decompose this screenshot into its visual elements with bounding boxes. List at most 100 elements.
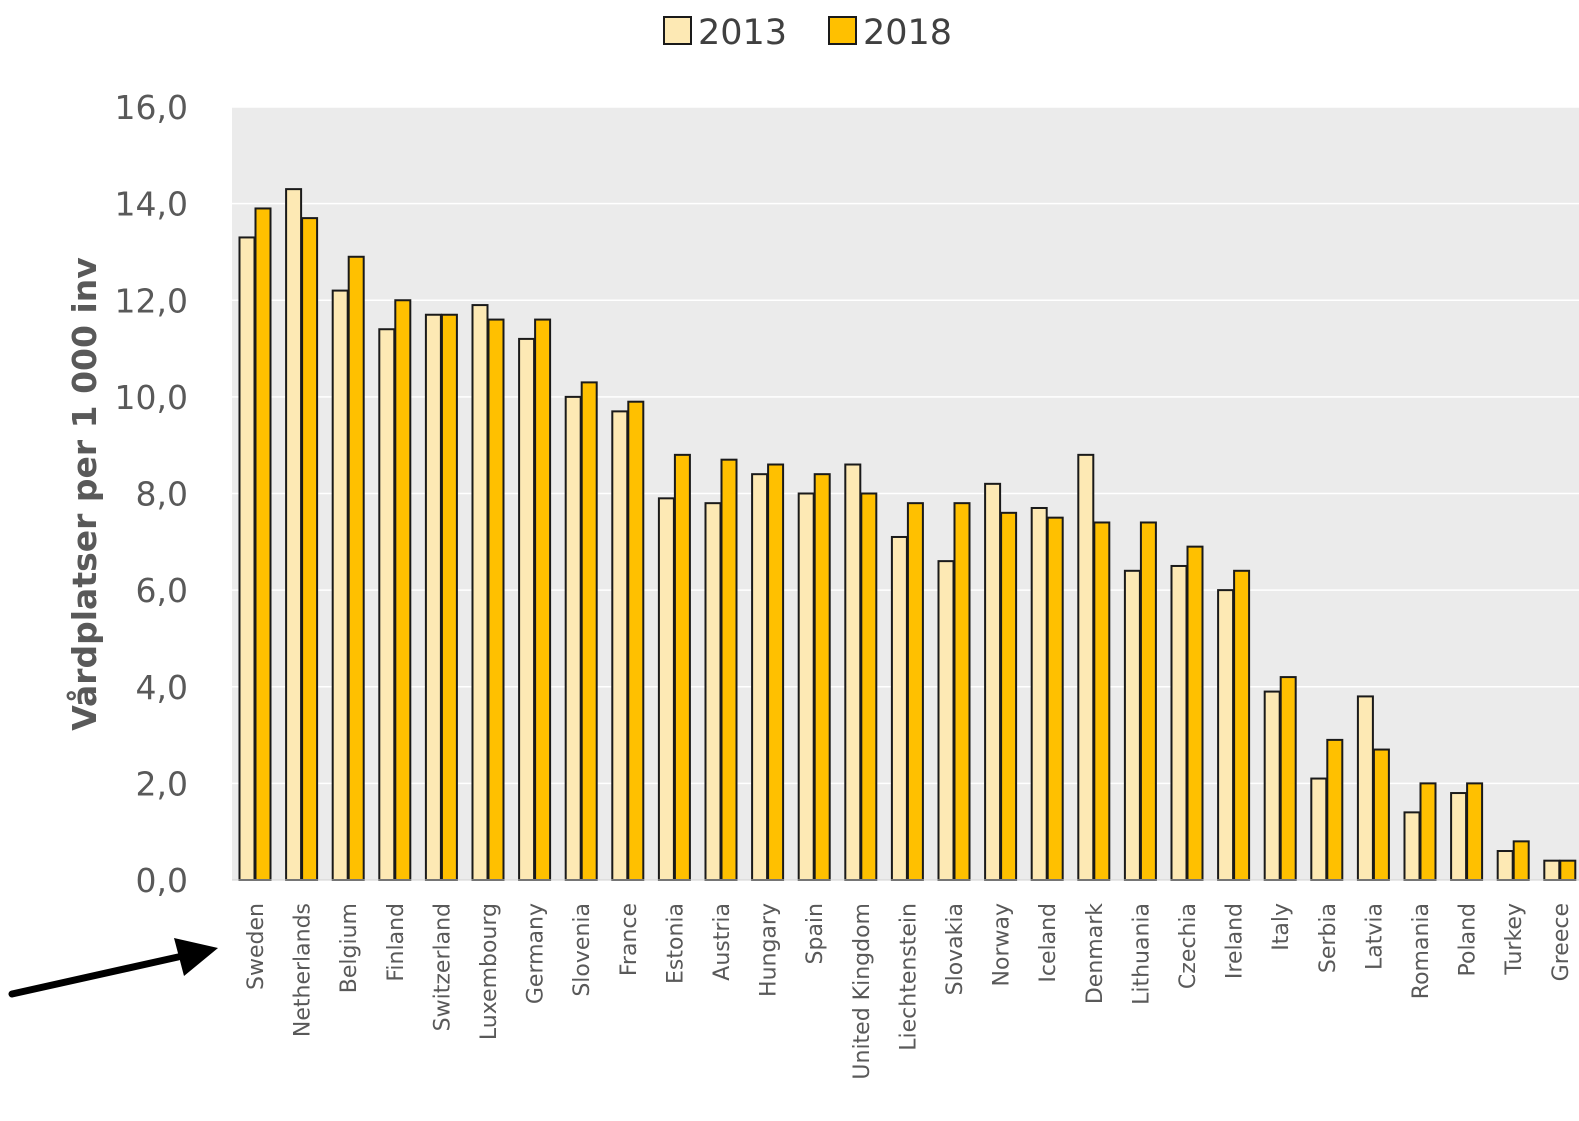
bar-2018-spain — [813, 473, 831, 881]
bar-2013-greece — [1543, 859, 1561, 881]
x-tick-label: Denmark — [1083, 903, 1108, 1004]
bar-2018-netherlands — [301, 217, 319, 881]
bar-2013-sweden — [238, 236, 256, 882]
bar-2013-netherlands — [285, 188, 303, 882]
x-tick-label: Ireland — [1223, 903, 1248, 979]
bar-2013-denmark — [1077, 453, 1095, 881]
bar-2018-romania — [1419, 782, 1437, 881]
x-tick-label: Sweden — [244, 903, 269, 990]
bar-2018-poland — [1466, 782, 1484, 881]
bar-2018-latvia — [1372, 748, 1390, 882]
bar-2018-liechtenstein — [906, 502, 924, 881]
x-tick-label: Spain — [803, 903, 828, 964]
x-tick-label: Finland — [384, 903, 409, 982]
bar-2013-latvia — [1356, 695, 1374, 881]
bar-2018-norway — [1000, 511, 1018, 881]
bar-2013-turkey — [1496, 850, 1514, 882]
bar-2018-united-kingdom — [860, 492, 878, 881]
bar-2013-ireland — [1217, 589, 1235, 881]
bar-2018-slovakia — [953, 502, 971, 881]
bar-2013-belgium — [331, 289, 349, 881]
bar-2013-italy — [1263, 690, 1281, 881]
y-tick-label: 14,0 — [115, 185, 188, 224]
x-tick-label: Slovenia — [570, 903, 595, 997]
bar-2013-spain — [797, 492, 815, 881]
bar-2013-hungary — [751, 473, 769, 881]
bar-2018-serbia — [1326, 738, 1344, 881]
bar-2018-iceland — [1046, 516, 1064, 881]
bar-2018-greece — [1559, 859, 1577, 881]
bar-2013-united-kingdom — [844, 463, 862, 881]
bar-2018-estonia — [673, 453, 691, 881]
y-tick-label: 12,0 — [115, 281, 188, 320]
legend-label-2018: 2018 — [863, 13, 952, 53]
bar-2018-hungary — [767, 463, 785, 881]
x-tick-label: Latvia — [1362, 903, 1387, 970]
annotation-arrow — [8, 938, 218, 998]
bar-2018-sweden — [254, 207, 272, 882]
bars — [232, 188, 1579, 882]
x-tick-label: Netherlands — [291, 903, 316, 1037]
y-tick-label: 4,0 — [136, 668, 188, 707]
bar-2013-france — [611, 410, 629, 881]
bar-2018-switzerland — [440, 313, 458, 881]
bar-2018-lithuania — [1139, 521, 1157, 881]
y-tick-label: 0,0 — [136, 861, 188, 900]
bar-2013-norway — [984, 482, 1002, 881]
bar-2018-slovenia — [580, 381, 598, 881]
bar-2013-liechtenstein — [890, 535, 908, 881]
bar-2013-slovenia — [564, 395, 582, 881]
x-tick-label: Lithuania — [1129, 903, 1154, 1005]
x-tick-label: Romania — [1409, 903, 1434, 999]
x-tick-label: Greece — [1549, 903, 1574, 981]
x-tick-labels: Sweden Netherlands Belgium Finland Switzerla… — [244, 903, 1574, 1080]
legend: 2013 2018 — [663, 13, 952, 53]
bar-2018-france — [627, 400, 645, 881]
arrow-shaft — [8, 953, 182, 998]
y-tick-label: 6,0 — [136, 571, 188, 610]
x-tick-label: Serbia — [1316, 903, 1341, 973]
x-tick-label: Norway — [990, 903, 1015, 986]
bar-2018-germany — [534, 318, 552, 881]
bar-2018-denmark — [1093, 521, 1111, 881]
x-tick-label: Liechtenstein — [896, 903, 921, 1051]
x-tick-label: Switzerland — [430, 903, 455, 1031]
x-tick-label: Slovakia — [943, 903, 968, 995]
bar-2013-poland — [1450, 792, 1468, 881]
bar-2013-germany — [518, 337, 536, 881]
legend-swatch-2013 — [663, 16, 692, 45]
bar-2013-romania — [1403, 811, 1421, 881]
bar-2018-turkey — [1512, 840, 1530, 881]
bar-2013-lithuania — [1123, 569, 1141, 881]
x-tick-label: Hungary — [757, 903, 782, 997]
bar-2018-luxembourg — [487, 318, 505, 881]
bar-2018-austria — [720, 458, 738, 881]
bar-2013-finland — [378, 328, 396, 881]
bar-2018-belgium — [347, 255, 365, 881]
bar-2013-austria — [704, 502, 722, 881]
x-tick-label: Luxembourg — [477, 903, 502, 1040]
bar-2013-switzerland — [424, 313, 442, 881]
bar-2018-italy — [1279, 676, 1297, 882]
x-tick-label: Italy — [1269, 903, 1294, 951]
bar-2018-finland — [394, 299, 412, 881]
bar-2013-serbia — [1310, 777, 1328, 882]
bar-2013-iceland — [1030, 506, 1048, 881]
y-tick-label: 10,0 — [115, 378, 188, 417]
x-tick-label: Czechia — [1176, 903, 1201, 989]
y-axis-title: Vårdplatser per 1 000 inv — [65, 257, 104, 731]
legend-label-2013: 2013 — [698, 13, 787, 53]
x-tick-label: Germany — [524, 903, 549, 1004]
y-tick-label: 2,0 — [136, 764, 188, 803]
x-tick-label: Belgium — [337, 903, 362, 993]
bar-2013-slovakia — [937, 560, 955, 881]
legend-swatch-2018 — [828, 16, 857, 45]
bar-2018-ireland — [1233, 569, 1251, 881]
y-tick-label: 16,0 — [115, 88, 188, 127]
y-tick-labels: 0,0 2,0 4,0 6,0 8,0 10,0 12,0 14,0 16,0 — [115, 88, 188, 900]
x-tick-label: Iceland — [1036, 903, 1061, 983]
x-tick-label: United Kingdom — [850, 903, 875, 1080]
bar-2018-czechia — [1186, 545, 1204, 881]
x-tick-label: Estonia — [663, 903, 688, 984]
